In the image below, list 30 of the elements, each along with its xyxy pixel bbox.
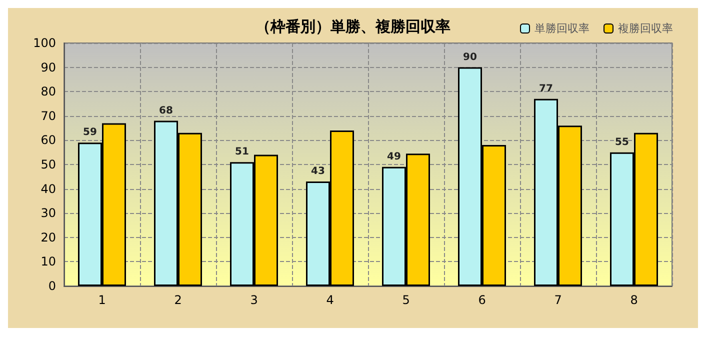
y-tick-label: 30 <box>40 206 56 220</box>
data-label: 49 <box>387 151 401 162</box>
y-tick-label: 40 <box>40 182 56 196</box>
data-label: 68 <box>159 105 173 116</box>
x-tick-label: 5 <box>402 293 410 307</box>
data-label: 51 <box>235 146 249 158</box>
x-tick-label: 1 <box>98 293 106 307</box>
y-tick-label: 20 <box>40 230 56 244</box>
data-label: 90 <box>463 52 477 63</box>
y-tick-label: 70 <box>40 108 56 123</box>
y-tick-label: 90 <box>40 60 56 74</box>
y-tick-label: 60 <box>40 133 56 148</box>
data-label: 43 <box>311 166 325 178</box>
data-label: 59 <box>83 127 97 138</box>
x-tick-label: 7 <box>554 293 562 307</box>
data-label: 77 <box>539 83 553 94</box>
x-tick-label: 6 <box>478 293 486 307</box>
x-tick-label: 8 <box>630 293 638 307</box>
chart-title: （枠番別）単勝、複勝回収率 <box>256 18 450 36</box>
data-label: 55 <box>615 136 629 148</box>
legend-label: 複勝回収率 <box>618 22 673 35</box>
y-tick-label: 80 <box>40 84 56 99</box>
y-tick-label: 10 <box>40 254 56 269</box>
x-tick-label: 2 <box>174 293 182 307</box>
legend-label: 単勝回収率 <box>534 22 590 35</box>
x-tick-label: 3 <box>250 293 258 307</box>
y-tick-label: 0 <box>48 279 56 293</box>
x-tick-label: 4 <box>326 293 334 307</box>
y-tick-label: 100 <box>33 36 56 50</box>
y-tick-label: 50 <box>40 158 56 172</box>
